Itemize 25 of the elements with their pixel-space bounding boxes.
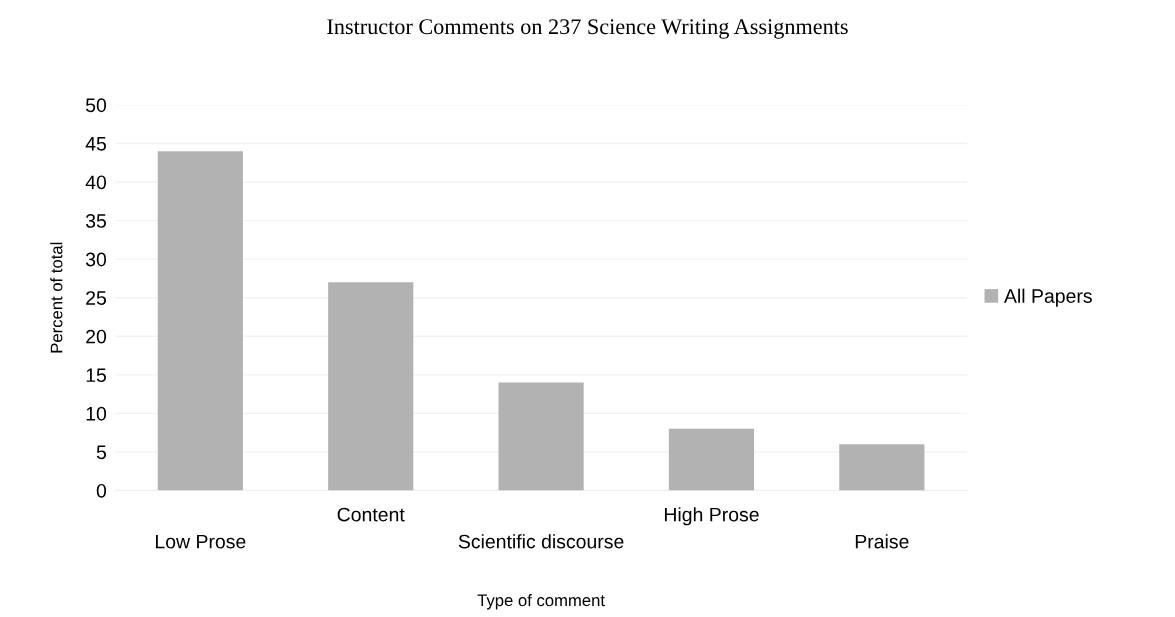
x-tick-label: High Prose — [664, 507, 759, 526]
y-tick-label: 5 — [96, 445, 106, 460]
x-tick-label: Praise — [855, 534, 909, 549]
x-tick-label: Low Prose — [156, 534, 246, 549]
y-tick-label: 50 — [85, 98, 107, 113]
y-tick-label: 40 — [85, 175, 107, 190]
y-tick-label: 35 — [85, 214, 106, 228]
y-tick-label: 30 — [85, 252, 107, 267]
y-tick-label: 10 — [86, 406, 107, 421]
x-tick-label: Content — [337, 507, 405, 522]
y-tick-label: 15 — [86, 368, 106, 383]
chart-title: Instructor Comments on 237 Science Writing Assignments — [327, 19, 848, 39]
legend-label: All Papers — [1004, 288, 1092, 307]
bar — [157, 151, 243, 491]
bar — [839, 444, 925, 491]
x-tick-label: Scientific discourse — [458, 534, 624, 549]
y-tick-label: 20 — [86, 329, 107, 344]
y-tick-label: 25 — [86, 291, 106, 305]
y-tick-label: 0 — [96, 483, 107, 498]
x-axis-title: Type of comment — [477, 593, 605, 610]
bar — [668, 428, 755, 491]
y-axis-title: Percent of total — [50, 242, 63, 353]
bar — [328, 282, 414, 491]
bar — [498, 382, 584, 491]
y-tick-label: 45 — [85, 137, 106, 151]
